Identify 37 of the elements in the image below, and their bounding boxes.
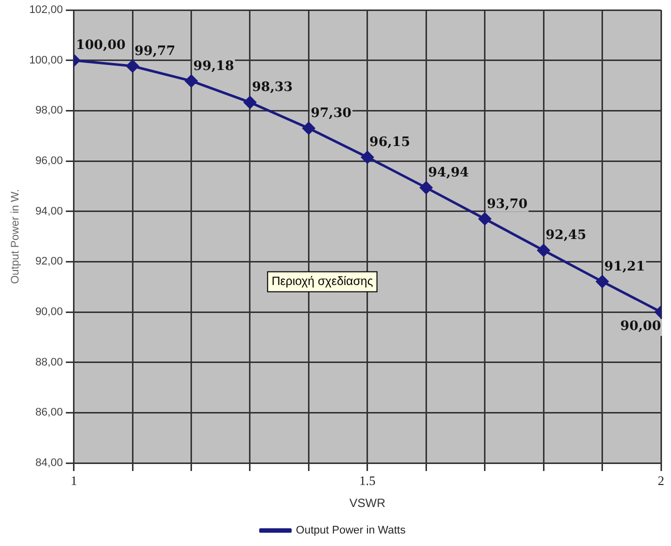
y-tick-label: 86,00 (35, 406, 63, 419)
point (302, 122, 315, 135)
data-label: 99,77 (134, 44, 176, 59)
point (596, 275, 609, 288)
data-label: 93,70 (486, 196, 528, 212)
y-tick-label: 94,00 (35, 205, 63, 218)
annotation: Περιοχή σχεδίασης (272, 274, 374, 288)
x-axis-title: VSWR (349, 496, 386, 510)
data-label: 90,00 (620, 318, 661, 334)
x-tick-label: 1.5 (359, 473, 376, 488)
point (537, 244, 550, 257)
y-tick-label: 84,00 (35, 457, 63, 470)
point (244, 96, 256, 109)
data-label: 97,30 (310, 106, 352, 122)
data-label: 92,45 (546, 228, 586, 244)
y-tick-label: 96,00 (35, 155, 63, 168)
y-axis-title: Output Power in W. (10, 189, 22, 284)
y-tick-label: 88,00 (35, 356, 63, 368)
y-tick-label: 100,00 (29, 54, 63, 66)
legend-label: Output Power in Watts (296, 524, 406, 537)
point (185, 74, 198, 88)
x-tick-label: 2 (658, 473, 664, 488)
data-label: 98,33 (252, 80, 293, 96)
y-tick-label: 102,00 (29, 4, 63, 16)
point (126, 60, 139, 72)
point (361, 150, 374, 164)
y-tick-label: 98,00 (35, 104, 63, 117)
point (478, 212, 492, 226)
y-tick-label: 90,00 (35, 306, 63, 318)
data-label: 91,21 (604, 259, 646, 274)
data-label: 100,00 (76, 38, 126, 54)
x-tick-label: 1 (70, 473, 78, 488)
data-label: 96,15 (369, 135, 410, 150)
point (420, 181, 432, 194)
data-label: 94,94 (428, 166, 469, 181)
y-tick-label: 92,00 (35, 256, 63, 268)
data-label: 99,18 (193, 58, 234, 74)
